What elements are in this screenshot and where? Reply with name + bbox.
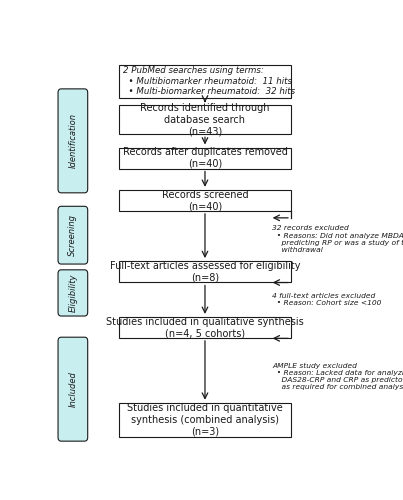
FancyBboxPatch shape [119,65,291,98]
Text: Studies included in quantitative
synthesis (combined analysis)
(n=3): Studies included in quantitative synthes… [127,404,283,436]
Text: Identification: Identification [69,114,77,168]
Text: Eligibility: Eligibility [69,274,77,312]
FancyBboxPatch shape [58,89,88,193]
FancyBboxPatch shape [119,190,291,211]
Text: AMPLE study excluded
  • Reason: Lacked data for analyzing
    DAS28-CRP and CRP: AMPLE study excluded • Reason: Lacked da… [272,363,403,390]
Text: 32 records excluded
  • Reasons: Did not analyze MBDA score for
    predicting R: 32 records excluded • Reasons: Did not a… [272,226,403,252]
Text: Records screened
(n=40): Records screened (n=40) [162,190,248,212]
FancyBboxPatch shape [119,261,291,282]
FancyBboxPatch shape [119,148,291,169]
Text: Records identified through
database search
(n=43): Records identified through database sear… [140,103,270,136]
Text: Full-text articles assessed for eligibility
(n=8): Full-text articles assessed for eligibil… [110,261,300,282]
FancyBboxPatch shape [58,206,88,264]
FancyBboxPatch shape [58,337,88,441]
FancyBboxPatch shape [119,317,291,338]
Text: 2 PubMed searches using terms:
  • Multibiomarker rheumatoid:  11 hits
  • Multi: 2 PubMed searches using terms: • Multibi… [123,66,295,96]
FancyBboxPatch shape [119,402,291,438]
Text: 4 full-text articles excluded
  • Reason: Cohort size <100: 4 full-text articles excluded • Reason: … [272,293,382,306]
Text: Included: Included [69,371,77,407]
Text: Records after duplicates removed
(n=40): Records after duplicates removed (n=40) [123,148,287,169]
Text: Studies included in qualitative synthesis
(n=4, 5 cohorts): Studies included in qualitative synthesi… [106,317,304,338]
FancyBboxPatch shape [58,270,88,316]
Text: Screening: Screening [69,214,77,256]
FancyBboxPatch shape [119,105,291,134]
